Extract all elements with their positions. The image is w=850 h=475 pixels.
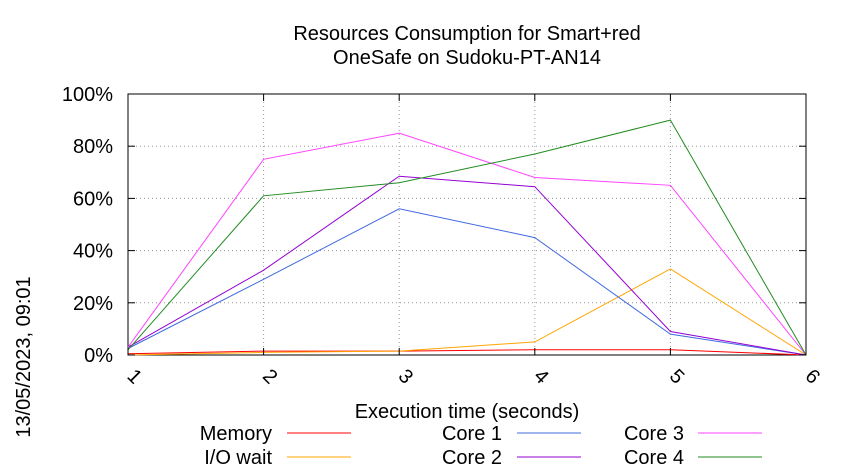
x-axis-ticks: 1 2 3 4 5 6 xyxy=(123,94,824,388)
series-line-memory xyxy=(127,349,807,356)
chart-title-line-2: OneSafe on Sudoku-PT-AN14 xyxy=(333,47,601,69)
legend-label-core-4: Core 4 xyxy=(624,447,684,469)
y-tick-label: 80% xyxy=(73,136,113,158)
y-tick-label: 20% xyxy=(73,293,113,315)
y-tick-label: 60% xyxy=(73,188,113,210)
series-lines xyxy=(127,119,807,356)
series-line-i-o-wait xyxy=(127,268,807,356)
chart-title-line-1: Resources Consumption for Smart+red xyxy=(293,23,640,45)
legend-label-core-1: Core 1 xyxy=(442,423,502,445)
y-tick-label: 40% xyxy=(73,241,113,263)
x-tick-label: 1 xyxy=(123,365,146,388)
legend-label-i-o-wait: I/O wait xyxy=(204,447,272,469)
x-tick-label: 5 xyxy=(665,365,688,388)
legend-label-core-3: Core 3 xyxy=(624,423,684,445)
x-tick-label: 2 xyxy=(258,365,281,388)
x-tick-label: 3 xyxy=(394,365,417,388)
y-axis-ticks: 0% 20% 40% 60% 80% 100% xyxy=(62,84,806,367)
legend-label-memory: Memory xyxy=(200,423,272,445)
series-line-core-1 xyxy=(127,208,807,356)
x-tick-label: 4 xyxy=(529,365,552,388)
plot-frame xyxy=(127,93,807,356)
timestamp-label: 13/05/2023, 09:01 xyxy=(13,276,35,437)
grid-lines xyxy=(128,94,806,355)
y-tick-label: 100% xyxy=(62,84,113,106)
y-tick-label: 0% xyxy=(84,345,113,367)
x-axis-label: Execution time (seconds) xyxy=(355,401,580,423)
x-tick-label: 6 xyxy=(801,365,824,388)
series-line-core-4 xyxy=(127,119,807,356)
series-line-core-3 xyxy=(127,132,807,356)
series-line-core-2 xyxy=(127,175,807,356)
legend-label-core-2: Core 2 xyxy=(442,447,502,469)
